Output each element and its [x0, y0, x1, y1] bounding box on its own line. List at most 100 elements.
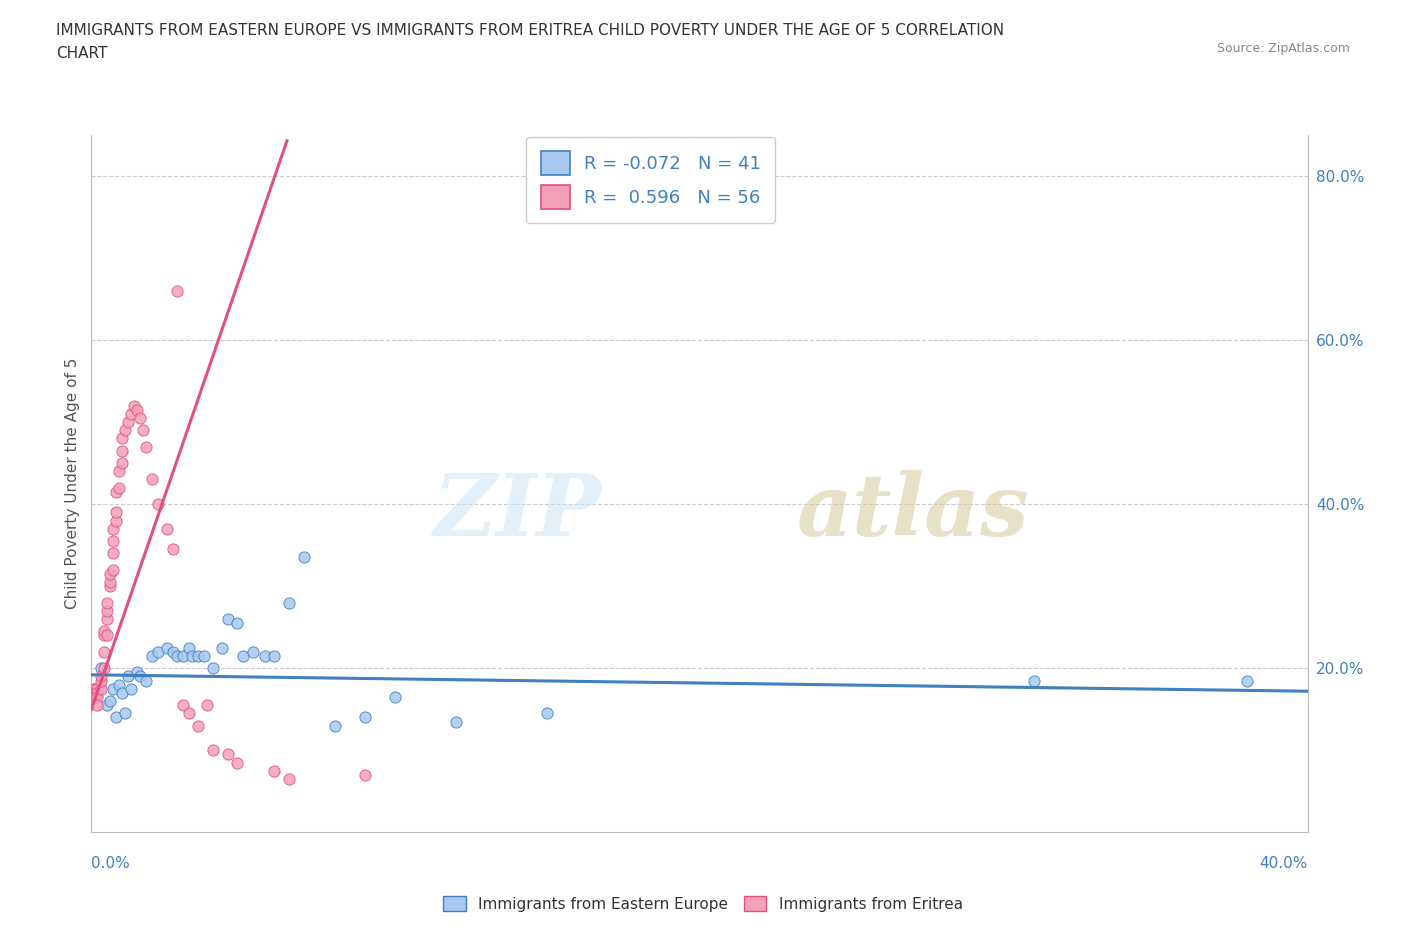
Text: CHART: CHART: [56, 46, 108, 61]
Text: atlas: atlas: [797, 470, 1029, 553]
Point: [98, 578, 121, 593]
Point: [172, 698, 194, 712]
Point: [89, 661, 111, 676]
Point: [89, 669, 111, 684]
Point: [166, 648, 188, 663]
Point: [226, 755, 249, 770]
Point: [187, 648, 209, 663]
Point: [202, 661, 225, 676]
Point: [101, 522, 124, 537]
Point: [96, 604, 118, 618]
Point: [148, 497, 170, 512]
Point: [93, 628, 115, 643]
Point: [117, 415, 139, 430]
Point: [89, 682, 111, 697]
Point: [107, 480, 129, 495]
Point: [354, 710, 377, 724]
Point: [135, 673, 157, 688]
Text: IMMIGRANTS FROM EASTERN EUROPE VS IMMIGRANTS FROM ERITREA CHILD POVERTY UNDER TH: IMMIGRANTS FROM EASTERN EUROPE VS IMMIGR…: [56, 23, 1004, 38]
Point: [111, 444, 134, 458]
Point: [93, 644, 115, 659]
Point: [96, 628, 118, 643]
Point: [187, 718, 209, 733]
Point: [117, 669, 139, 684]
Point: [217, 747, 239, 762]
Point: [101, 563, 124, 578]
Point: [536, 706, 558, 721]
Point: [278, 595, 301, 610]
Point: [93, 624, 115, 639]
Point: [104, 485, 127, 499]
Point: [141, 472, 163, 487]
Point: [202, 743, 225, 758]
Point: [162, 542, 184, 557]
Point: [86, 689, 108, 704]
Point: [98, 575, 121, 590]
Point: [101, 534, 124, 549]
Point: [232, 648, 254, 663]
Point: [217, 612, 239, 627]
Legend: Immigrants from Eastern Europe, Immigrants from Eritrea: Immigrants from Eastern Europe, Immigran…: [437, 889, 969, 918]
Point: [278, 772, 301, 787]
Point: [253, 648, 276, 663]
Point: [83, 689, 105, 704]
Point: [120, 682, 142, 697]
Point: [125, 665, 148, 680]
Point: [141, 648, 163, 663]
Point: [242, 644, 264, 659]
Point: [98, 694, 121, 709]
Point: [83, 682, 105, 697]
Point: [1022, 673, 1045, 688]
Point: [162, 644, 184, 659]
Point: [122, 398, 145, 413]
Point: [104, 710, 127, 724]
Point: [86, 682, 108, 697]
Point: [111, 431, 134, 445]
Point: [292, 550, 315, 565]
Point: [193, 648, 215, 663]
Point: [96, 698, 118, 712]
Point: [101, 546, 124, 561]
Point: [1236, 673, 1258, 688]
Point: [156, 640, 179, 655]
Point: [96, 595, 118, 610]
Point: [89, 673, 111, 688]
Text: ZIP: ZIP: [434, 470, 602, 553]
Point: [384, 689, 406, 704]
Point: [180, 648, 202, 663]
Point: [93, 661, 115, 676]
Point: [101, 682, 124, 697]
Point: [104, 505, 127, 520]
Point: [354, 767, 377, 782]
Point: [323, 718, 346, 733]
Point: [135, 439, 157, 454]
Point: [129, 410, 152, 425]
Point: [120, 406, 142, 421]
Point: [107, 464, 129, 479]
Point: [132, 423, 155, 438]
Point: [172, 648, 194, 663]
Point: [98, 566, 121, 581]
Point: [166, 284, 188, 299]
Point: [263, 648, 285, 663]
Y-axis label: Child Poverty Under the Age of 5: Child Poverty Under the Age of 5: [65, 358, 80, 609]
Point: [177, 640, 200, 655]
Point: [111, 456, 134, 471]
Point: [107, 677, 129, 692]
Point: [104, 513, 127, 528]
Point: [83, 682, 105, 697]
Point: [114, 423, 136, 438]
Point: [114, 706, 136, 721]
Point: [226, 616, 249, 631]
Point: [156, 522, 179, 537]
Point: [444, 714, 467, 729]
Point: [148, 644, 170, 659]
Point: [125, 403, 148, 418]
Point: [86, 698, 108, 712]
Point: [211, 640, 233, 655]
Text: Source: ZipAtlas.com: Source: ZipAtlas.com: [1216, 42, 1350, 55]
Point: [177, 706, 200, 721]
Point: [111, 685, 134, 700]
Point: [129, 669, 152, 684]
Point: [86, 685, 108, 700]
